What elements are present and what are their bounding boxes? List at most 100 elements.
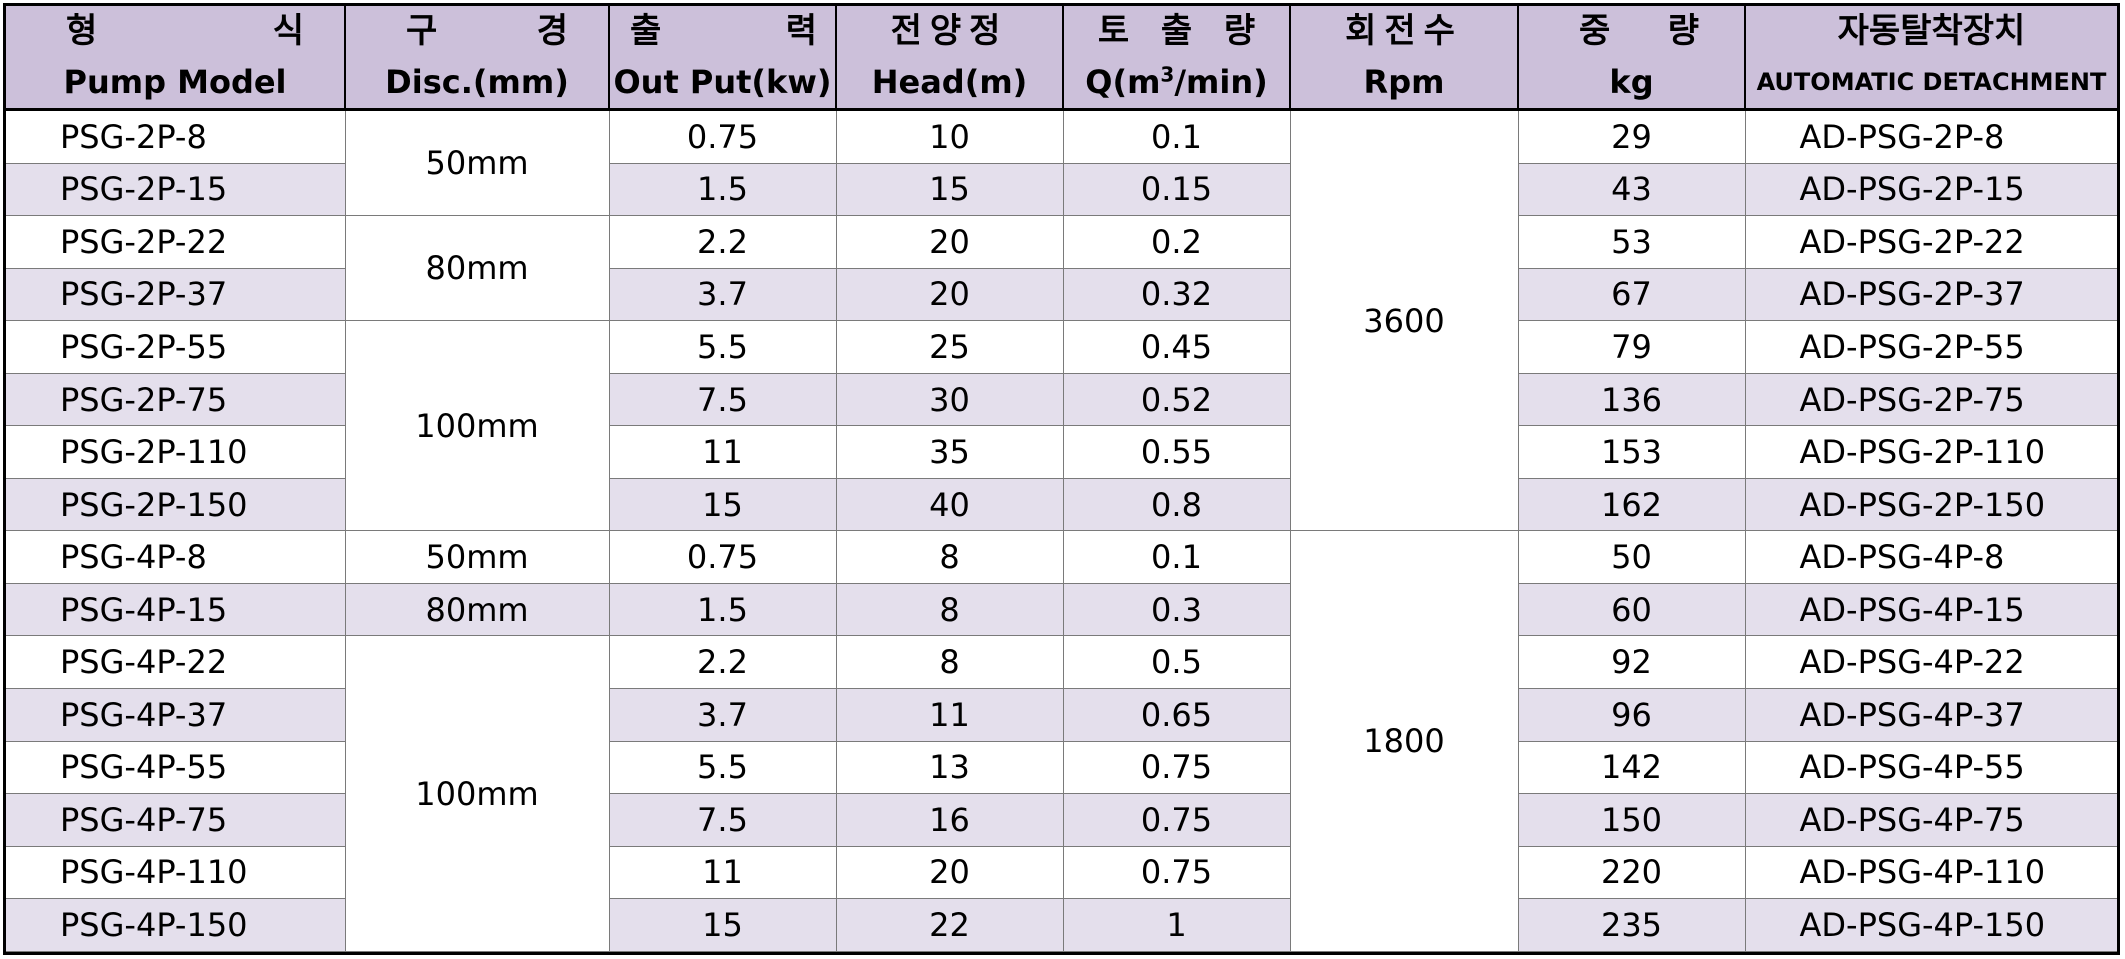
cell-weight: 136 <box>1517 372 1746 427</box>
table-row: PSG-2P-110 11 35 0.55 153 AD-PSG-2P-110 <box>6 425 2117 479</box>
cell-weight: 142 <box>1517 740 1746 795</box>
cell-head: 8 <box>835 582 1064 637</box>
cell-output: 3.7 <box>608 688 837 742</box>
cell-output: 7.5 <box>608 372 837 427</box>
cell-head: 25 <box>835 320 1064 374</box>
cell-model: PSG-4P-110 <box>6 845 346 900</box>
cell-weight: 29 <box>1517 109 1746 164</box>
cell-head: 11 <box>835 688 1064 742</box>
cell-weight: 50 <box>1517 530 1746 584</box>
cell-detachment: AD-PSG-2P-15 <box>1744 162 2117 217</box>
cell-model: PSG-4P-55 <box>6 740 346 795</box>
cell-detachment: AD-PSG-2P-37 <box>1744 267 2117 322</box>
cell-weight: 96 <box>1517 688 1746 742</box>
cell-head: 13 <box>835 740 1064 795</box>
table-row: PSG-4P-37 3.7 11 0.65 96 AD-PSG-4P-37 <box>6 688 2117 742</box>
cell-disc-merged: 50mm <box>344 108 610 217</box>
cell-detachment: AD-PSG-4P-55 <box>1744 740 2117 795</box>
cell-rpm-merged: 1800 <box>1289 530 1519 952</box>
cell-weight: 235 <box>1517 898 1746 952</box>
cell-disc-merged: 100mm <box>344 635 610 952</box>
cell-model: PSG-4P-22 <box>6 635 346 690</box>
cell-model: PSG-2P-55 <box>6 320 346 374</box>
cell-q: 1 <box>1062 898 1291 952</box>
table-row: PSG-4P-22 100mm 2.2 8 0.5 92 AD-PSG-4P-2… <box>6 635 2117 952</box>
cell-model: PSG-2P-22 <box>6 215 346 269</box>
cell-q: 0.55 <box>1062 425 1291 479</box>
table-row: PSG-4P-8 50mm 0.75 8 0.1 1800 50 AD-PSG-… <box>6 530 2117 952</box>
cell-q: 0.1 <box>1062 109 1291 164</box>
cell-disc-merged: 80mm <box>344 215 610 322</box>
cell-detachment: AD-PSG-2P-8 <box>1744 109 2117 164</box>
cell-detachment: AD-PSG-4P-150 <box>1744 898 2117 952</box>
cell-head: 10 <box>835 109 1064 164</box>
cell-output: 15 <box>608 477 837 532</box>
cell-detachment: AD-PSG-4P-8 <box>1744 530 2117 584</box>
cell-q: 0.45 <box>1062 320 1291 374</box>
cell-model: PSG-2P-150 <box>6 477 346 532</box>
cell-head: 8 <box>835 635 1064 690</box>
cell-head: 20 <box>835 845 1064 900</box>
cell-head: 40 <box>835 477 1064 532</box>
cell-q: 0.5 <box>1062 635 1291 690</box>
cell-detachment: AD-PSG-4P-75 <box>1744 793 2117 847</box>
cell-q: 0.52 <box>1062 372 1291 427</box>
table-row: PSG-4P-110 11 20 0.75 220 AD-PSG-4P-110 <box>6 845 2117 900</box>
cell-output: 2.2 <box>608 215 837 269</box>
cell-detachment: AD-PSG-2P-22 <box>1744 215 2117 269</box>
cell-head: 35 <box>835 425 1064 479</box>
cell-output: 7.5 <box>608 793 837 847</box>
header-disc-en: Disc.(mm) <box>344 57 610 111</box>
cell-head: 8 <box>835 530 1064 584</box>
header-rpm-kr: 회전수 <box>1289 6 1519 57</box>
cell-output: 15 <box>608 898 837 952</box>
cell-model: PSG-2P-37 <box>6 267 346 322</box>
header-output-en: Out Put(kw) <box>608 57 837 111</box>
cell-weight: 150 <box>1517 793 1746 847</box>
cell-q: 0.15 <box>1062 162 1291 217</box>
header-weight-en: kg <box>1517 57 1746 111</box>
cell-q: 0.65 <box>1062 688 1291 742</box>
cell-head: 30 <box>835 372 1064 427</box>
cell-detachment: AD-PSG-2P-55 <box>1744 320 2117 374</box>
cell-detachment: AD-PSG-4P-37 <box>1744 688 2117 742</box>
table-row: PSG-2P-75 7.5 30 0.52 136 AD-PSG-2P-75 <box>6 372 2117 427</box>
cell-disc-merged: 50mm <box>344 530 610 584</box>
cell-detachment: AD-PSG-4P-22 <box>1744 635 2117 690</box>
cell-q: 0.75 <box>1062 845 1291 900</box>
cell-q: 0.75 <box>1062 740 1291 795</box>
header-row-english: Pump Model Disc.(mm) Out Put(kw) Head(m)… <box>6 57 2117 111</box>
table-row: PSG-2P-150 15 40 0.8 162 AD-PSG-2P-150 <box>6 477 2117 532</box>
cell-detachment: AD-PSG-2P-75 <box>1744 372 2117 427</box>
cell-q: 0.3 <box>1062 582 1291 637</box>
cell-model: PSG-4P-15 <box>6 582 346 637</box>
cell-q: 0.2 <box>1062 215 1291 269</box>
cell-output: 1.5 <box>608 582 837 637</box>
cell-model: PSG-2P-15 <box>6 162 346 217</box>
cell-output: 3.7 <box>608 267 837 322</box>
cell-model: PSG-4P-150 <box>6 898 346 952</box>
cell-detachment: AD-PSG-2P-150 <box>1744 477 2117 532</box>
table-row: PSG-2P-37 3.7 20 0.32 67 AD-PSG-2P-37 <box>6 267 2117 322</box>
cell-output: 11 <box>608 425 837 479</box>
cell-output: 0.75 <box>608 109 837 164</box>
cell-output: 1.5 <box>608 162 837 217</box>
cell-weight: 92 <box>1517 635 1746 690</box>
cell-q: 0.32 <box>1062 267 1291 322</box>
table-row: PSG-2P-22 80mm 2.2 20 0.2 53 AD-PSG-2P-2… <box>6 215 2117 322</box>
cell-head: 15 <box>835 162 1064 217</box>
cell-q: 0.1 <box>1062 530 1291 584</box>
table-row: PSG-2P-15 1.5 15 0.15 43 AD-PSG-2P-15 <box>6 162 2117 217</box>
cell-weight: 162 <box>1517 477 1746 532</box>
table-row: PSG-2P-55 100mm 5.5 25 0.45 79 AD-PSG-2P… <box>6 320 2117 532</box>
table-row: PSG-4P-75 7.5 16 0.75 150 AD-PSG-4P-75 <box>6 793 2117 847</box>
cell-weight: 220 <box>1517 845 1746 900</box>
header-model-en: Pump Model <box>6 57 346 111</box>
cell-weight: 53 <box>1517 215 1746 269</box>
cell-weight: 153 <box>1517 425 1746 479</box>
